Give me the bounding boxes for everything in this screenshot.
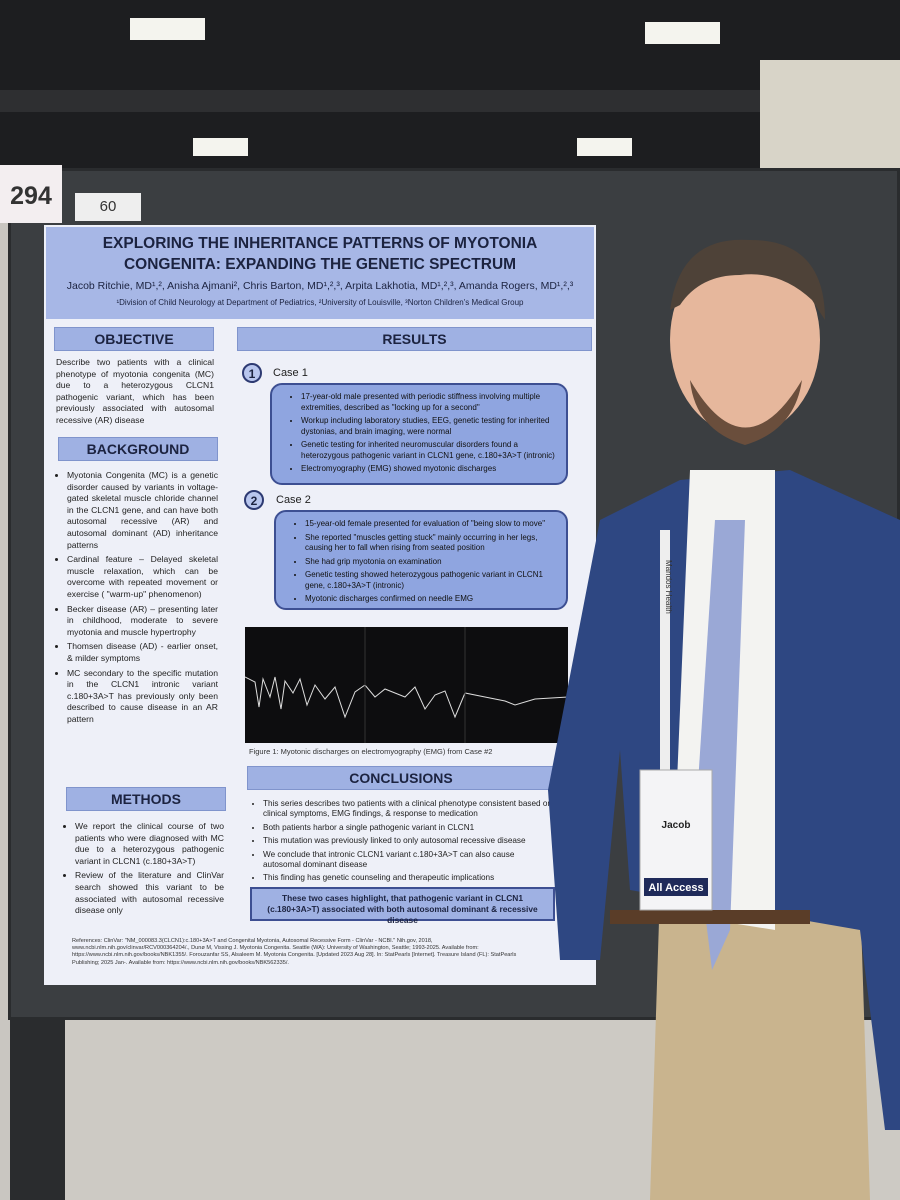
bullet-item: MC secondary to the specific mutation in… bbox=[67, 668, 218, 726]
bullet-item: Cardinal feature – Delayed skeletal musc… bbox=[67, 554, 218, 600]
light bbox=[577, 138, 632, 156]
bullet-list: Myotonia Congenita (MC) is a genetic dis… bbox=[56, 470, 218, 725]
bullet-list: 15-year-old female presented for evaluat… bbox=[294, 519, 556, 605]
bullet-item: Electromyography (EMG) showed myotonic d… bbox=[301, 464, 556, 475]
bullet-list: 17-year-old male presented with periodic… bbox=[290, 392, 556, 475]
light bbox=[645, 22, 720, 44]
case-number: 1 bbox=[242, 363, 262, 383]
case-box: 17-year-old male presented with periodic… bbox=[270, 383, 568, 485]
bullet-item: Genetic testing for inherited neuromuscu… bbox=[301, 440, 556, 461]
bullet-item: We report the clinical course of two pat… bbox=[75, 821, 224, 867]
beard bbox=[690, 380, 802, 445]
bullet-item: We conclude that intronic CLCN1 variant … bbox=[263, 850, 552, 871]
highlight-box: These two cases highlight, that pathogen… bbox=[250, 887, 555, 925]
bullet-list: We report the clinical course of two pat… bbox=[64, 821, 224, 917]
references: References: ClinVar: "NM_000083.3(CLCN1)… bbox=[72, 938, 517, 966]
lanyard-text: Mandos Health bbox=[664, 560, 673, 614]
light bbox=[130, 18, 205, 40]
section-heading: OBJECTIVE bbox=[54, 327, 214, 351]
bullet-item: This finding has genetic counseling and … bbox=[263, 873, 552, 883]
presenter: Mandos Health Jacob All Access bbox=[548, 239, 900, 1200]
light bbox=[193, 138, 248, 156]
authors: Jacob Ritchie, MD¹,², Anisha Ajmani², Ch… bbox=[66, 280, 574, 292]
objective-text: Describe two patients with a clinical ph… bbox=[56, 357, 214, 425]
bullet-item: Genetic testing showed heterozygous path… bbox=[305, 570, 556, 591]
title-band bbox=[46, 227, 594, 319]
board-number: 294 bbox=[0, 165, 62, 223]
emg-figure bbox=[245, 627, 568, 743]
bullet-item: This series describes two patients with … bbox=[263, 799, 552, 820]
bullet-item: Myotonic discharges confirmed on needle … bbox=[305, 594, 556, 605]
conclusions-list: This series describes two patients with … bbox=[252, 799, 552, 887]
figure-caption: Figure 1: Myotonic discharges on electro… bbox=[249, 747, 493, 756]
face bbox=[670, 245, 820, 435]
poster: EXPLORING THE INHERITANCE PATTERNS OF MY… bbox=[44, 225, 596, 985]
badge-band bbox=[644, 878, 708, 896]
bullet-item: Thomsen disease (AD) - earlier onset, & … bbox=[67, 641, 218, 664]
bullet-item: Myotonia Congenita (MC) is a genetic dis… bbox=[67, 470, 218, 551]
bullet-item: This mutation was previously linked to o… bbox=[263, 836, 552, 846]
trousers bbox=[650, 890, 870, 1200]
section-heading: BACKGROUND bbox=[58, 437, 218, 461]
case-label: Case 2 bbox=[276, 494, 311, 506]
bullet-item: Workup including laboratory studies, EEG… bbox=[301, 416, 556, 437]
affiliations: ¹Division of Child Neurology at Departme… bbox=[116, 298, 524, 307]
badge-access: All Access bbox=[648, 882, 703, 894]
bullet-item: Both patients harbor a single pathogenic… bbox=[263, 823, 552, 833]
lanyard bbox=[660, 530, 670, 780]
section-heading: CONCLUSIONS bbox=[247, 766, 555, 790]
bullet-item: 17-year-old male presented with periodic… bbox=[301, 392, 556, 413]
bullet-item: She reported "muscles getting stuck" mai… bbox=[305, 533, 556, 554]
methods-list: We report the clinical course of two pat… bbox=[64, 821, 224, 920]
badge-name: Jacob bbox=[662, 820, 691, 831]
section-heading: METHODS bbox=[66, 787, 226, 811]
truss bbox=[0, 90, 900, 112]
case-number: 2 bbox=[244, 490, 264, 510]
wall bbox=[760, 60, 900, 170]
case-box: 15-year-old female presented for evaluat… bbox=[274, 510, 568, 610]
bullet-item: She had grip myotonia on examination bbox=[305, 557, 556, 568]
bullet-item: 15-year-old female presented for evaluat… bbox=[305, 519, 556, 530]
bullet-item: Review of the literature and ClinVar sea… bbox=[75, 870, 224, 916]
bullet-list: This series describes two patients with … bbox=[252, 799, 552, 884]
board-leg bbox=[10, 1020, 65, 1200]
hair bbox=[670, 239, 825, 320]
figure-background bbox=[245, 627, 568, 743]
bullet-item: Becker disease (AR) – presenting later i… bbox=[67, 604, 218, 639]
case-label: Case 1 bbox=[273, 367, 308, 379]
board-tag: 60 bbox=[75, 193, 141, 221]
poster-title: EXPLORING THE INHERITANCE PATTERNS OF MY… bbox=[102, 235, 538, 273]
section-heading: RESULTS bbox=[237, 327, 592, 351]
belt bbox=[610, 910, 810, 924]
background-list: Myotonia Congenita (MC) is a genetic dis… bbox=[56, 470, 218, 728]
